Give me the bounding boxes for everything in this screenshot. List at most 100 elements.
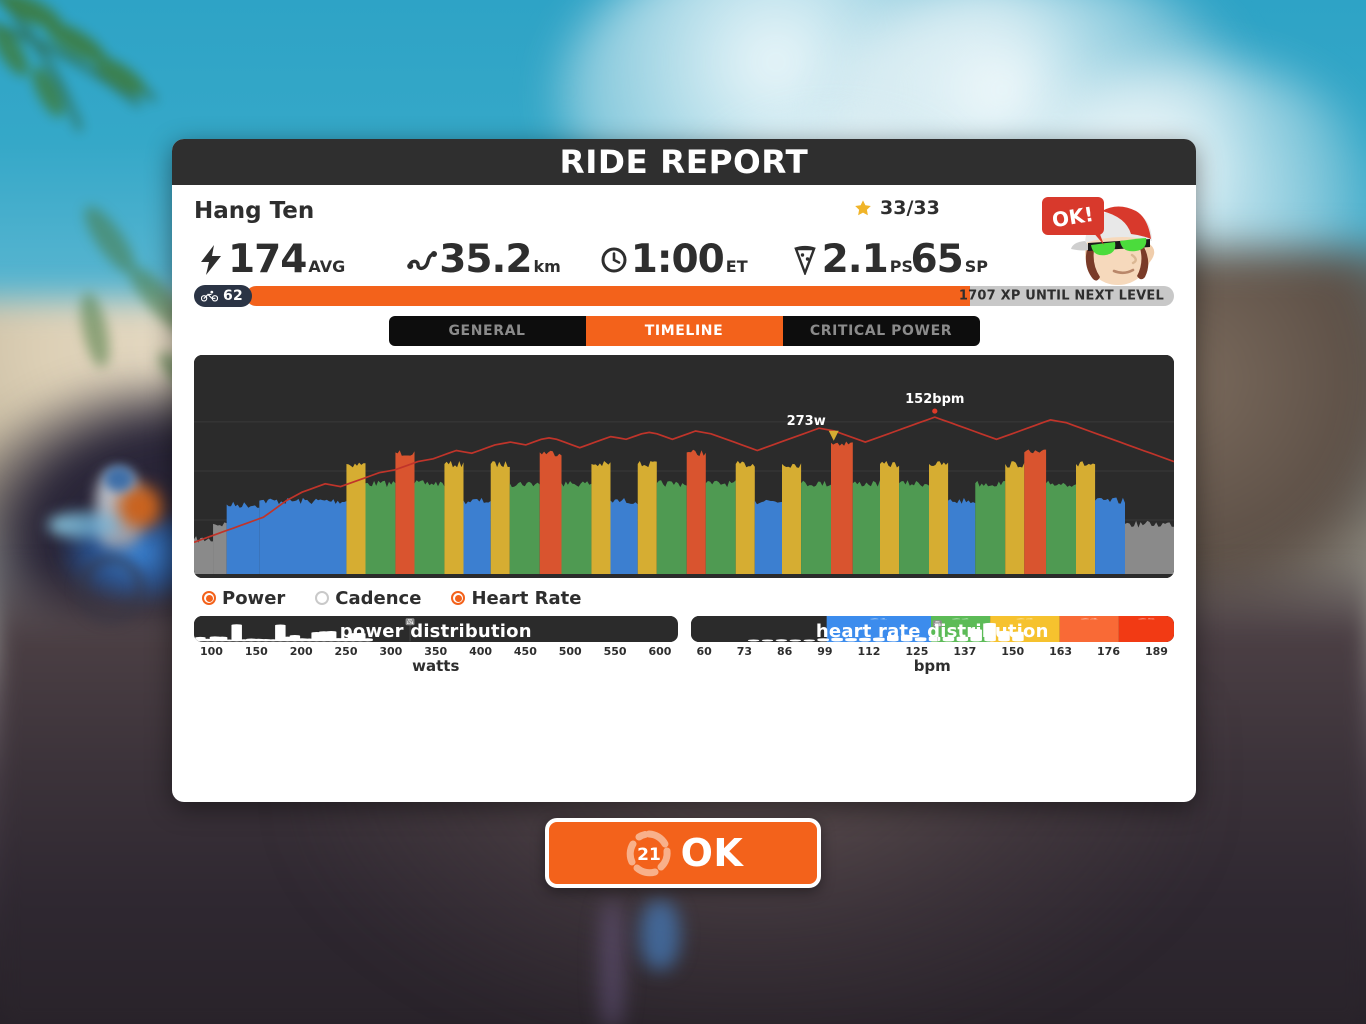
power-distribution-chart[interactable]: power distribution AVG 174 [194, 616, 678, 642]
hr-zone-label-z4: Z4 [1080, 618, 1098, 620]
power-axis-tick: 450 [513, 645, 537, 658]
heart-rate-axis-tick: 125 [905, 645, 929, 658]
heart-rate-axis-tick: 176 [1097, 645, 1120, 658]
power-axis-tick: 350 [424, 645, 448, 658]
background-cyclist-handlebar [48, 512, 120, 538]
timeline-chart[interactable]: 273w 152bpm [194, 355, 1174, 578]
power-axis-tick: 500 [558, 645, 582, 658]
achievement-counter: 33/33 [854, 197, 940, 219]
lightning-bolt-icon [196, 243, 226, 277]
power-axis-tick: 300 [379, 645, 403, 658]
stat-time: 1:00 ET [599, 240, 748, 279]
hr-zone-label-z1: Z1 [869, 618, 887, 620]
power-axis-tick: 150 [244, 645, 268, 658]
heart-rate-axis-tick: 150 [1001, 645, 1025, 658]
legend-cadence-label: Cadence [335, 587, 422, 609]
heart-rate-axis-tick: 112 [857, 645, 881, 658]
palm-frond-icon [0, 0, 157, 131]
legend-heart-rate[interactable]: Heart Rate [451, 588, 581, 609]
power-axis-tick: 600 [648, 645, 672, 658]
countdown-value: 21 [637, 845, 661, 865]
ride-report-dialog: RIDE REPORT Hang Ten 33/33 174 AVG [172, 139, 1196, 802]
level-value: 62 [223, 288, 244, 304]
background-blur-blob [640, 900, 680, 970]
xp-progress: 62 1707 XP UNTIL NEXT LEVEL [194, 285, 1174, 307]
hr-zone-label-z3: Z3 [1016, 618, 1034, 620]
tab-critical-power[interactable]: CRITICAL POWER [782, 316, 980, 346]
cyclist-icon [201, 290, 218, 302]
power-distribution-title: power distribution [339, 621, 532, 642]
power-axis-ticks: 100 150 200 250 300 350 400 450 500 550 600 [194, 644, 678, 658]
stat-power-unit: AVG [308, 257, 346, 276]
stat-power: 174 AVG [196, 240, 345, 279]
level-badge: 62 [194, 285, 253, 307]
stat-sprint: 65 SP [910, 240, 988, 279]
legend-heart-rate-label: Heart Rate [471, 587, 582, 609]
tab-general[interactable]: GENERAL [388, 316, 586, 346]
achievement-value: 33/33 [880, 197, 940, 219]
star-icon [855, 200, 871, 216]
stat-sprint-value: 65 [910, 237, 963, 282]
heart-rate-distribution-title: heart rate distribution [815, 621, 1049, 642]
tab-timeline[interactable]: TIMELINE [585, 316, 783, 346]
ok-button-label: OK [680, 831, 744, 875]
timeline-peak-power-label: 273w [787, 414, 826, 429]
heart-rate-axis-tick: 189 [1144, 645, 1168, 658]
power-axis-label: watts [412, 657, 460, 675]
tab-bar: GENERAL TIMELINE CRITICAL POWER [194, 316, 1174, 346]
heart-rate-distribution-chart[interactable]: heart rate distribution Z1 Z2 Z3 Z4 Z5 AVG 13… [690, 616, 1174, 642]
stat-power-value: 174 [228, 237, 307, 282]
stats-row: 174 AVG 35.2 km [194, 197, 1174, 285]
stat-sprint-unit: SP [964, 257, 988, 276]
timeline-peak-heart-rate-label: 152bpm [905, 392, 964, 407]
xp-bar-track: 1707 XP UNTIL NEXT LEVEL [246, 286, 1174, 306]
hr-zone-label-z5: Z5 [1137, 618, 1155, 620]
radio-heart-rate-icon[interactable] [451, 591, 466, 605]
heart-rate-axis-label: bpm [913, 657, 951, 675]
radio-power-icon[interactable] [202, 591, 216, 605]
xp-label: 1707 XP UNTIL NEXT LEVEL [958, 288, 1164, 304]
heart-rate-axis-tick: 163 [1049, 645, 1073, 658]
legend-power[interactable]: Power [202, 588, 285, 609]
avatar-speech-bubble: OK! [1042, 197, 1104, 245]
legend-cadence[interactable]: Cadence [315, 588, 421, 609]
heart-rate-axis-tick: 60 [696, 645, 712, 658]
ok-button[interactable]: 21 OK [545, 818, 821, 888]
power-axis-tick: 400 [469, 645, 493, 658]
stat-distance: 35.2 km [407, 240, 561, 279]
stat-time-value: 1:00 [630, 237, 725, 282]
stat-pizza-value: 2.1 [821, 237, 889, 282]
heart-rate-axis-ticks: 60 73 86 99 112 125 137 150 163 176 189 [691, 644, 1175, 658]
countdown-timer-icon: 21 [626, 830, 671, 877]
power-axis-tick: 100 [200, 645, 223, 658]
pizza-slice-icon [790, 243, 820, 277]
legend-power-label: Power [222, 587, 286, 609]
power-axis-tick: 250 [334, 645, 358, 658]
stat-distance-unit: km [533, 257, 561, 276]
radio-cadence-icon[interactable] [315, 591, 330, 605]
heart-rate-axis-tick: 86 [777, 645, 793, 658]
power-axis-tick: 550 [603, 645, 627, 658]
hr-zone-label-z2: Z2 [951, 618, 969, 620]
xp-bar-fill [246, 286, 970, 306]
background-cyclist-helmet [104, 466, 134, 492]
heart-rate-axis-tick: 137 [953, 645, 977, 658]
stat-time-unit: ET [725, 257, 748, 276]
page-title: RIDE REPORT [559, 143, 809, 181]
background-cyclist-jersey [118, 486, 162, 528]
stat-pizza: 2.1 PS [790, 240, 913, 279]
timeline-legend: Power Cadence Heart Rate [194, 586, 1174, 610]
background-blur-streak [600, 900, 624, 1024]
heart-rate-axis-tick: 73 [736, 645, 753, 658]
avatar[interactable]: OK! [1040, 195, 1170, 287]
clock-icon [599, 243, 629, 277]
power-axis-tick: 200 [289, 645, 313, 658]
heart-rate-axis-tick: 99 [817, 645, 833, 658]
distribution-row: power distribution AVG 174 100 150 200 250 30… [194, 616, 1174, 675]
background-cyclist-wheel [78, 556, 144, 622]
stat-distance-value: 35.2 [439, 237, 532, 282]
rider-header: Hang Ten 33/33 [194, 195, 1174, 227]
stat-pizza-unit: PS [889, 257, 913, 276]
dialog-titlebar: RIDE REPORT [172, 139, 1196, 185]
winding-road-icon [407, 243, 438, 277]
